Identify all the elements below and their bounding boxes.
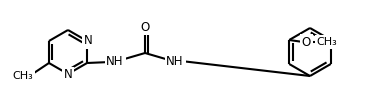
Text: NH: NH [166,54,184,67]
Text: N: N [84,35,92,48]
Text: CH₃: CH₃ [12,71,33,81]
Text: NH: NH [106,54,124,67]
Text: O: O [301,35,311,48]
Text: O: O [140,20,150,33]
Text: CH₃: CH₃ [317,37,338,47]
Text: N: N [64,69,73,82]
